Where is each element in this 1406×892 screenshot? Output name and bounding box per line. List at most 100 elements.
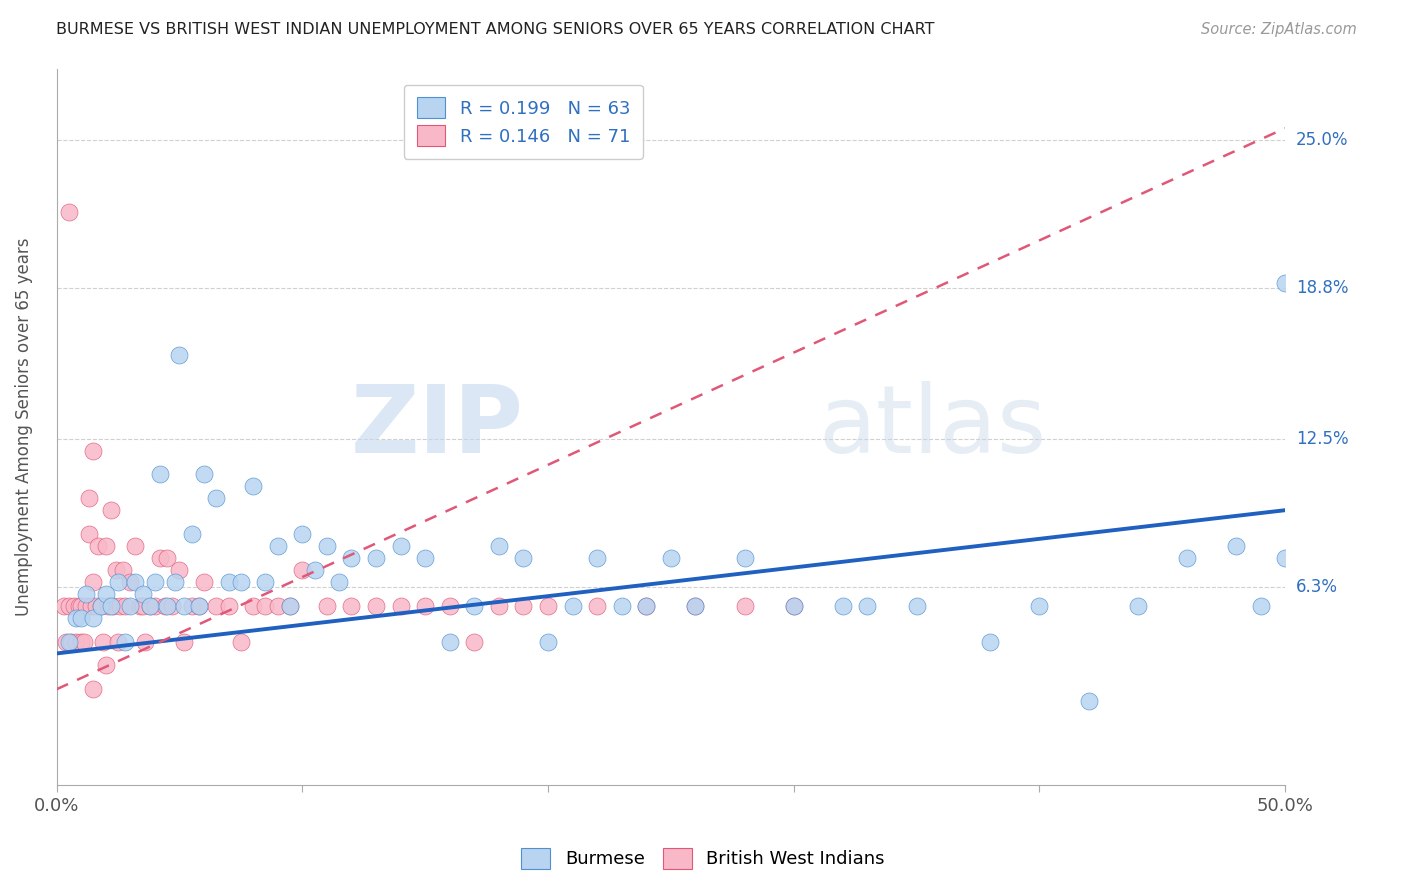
Point [180,599,202,613]
Point [160,599,183,613]
Point [75,587,97,601]
Point [1126,599,1149,613]
Legend: R = 0.199   N = 63, R = 0.146   N = 71: R = 0.199 N = 63, R = 0.146 N = 71 [404,85,643,159]
Point [413,599,436,613]
Point [242,599,264,613]
Point [783,599,806,613]
Point [94,587,117,601]
Point [82,682,104,697]
Point [180,527,202,541]
Point [70,634,93,648]
Point [488,539,510,553]
Point [114,599,136,613]
Point [685,599,707,613]
Point [463,634,485,648]
Point [67,599,90,613]
Point [82,574,104,589]
Point [90,599,112,613]
Point [254,599,277,613]
Point [218,574,240,589]
Point [120,574,142,589]
Point [90,599,112,613]
Point [783,599,806,613]
Point [156,599,179,613]
Point [75,599,97,613]
Point [60,634,83,648]
Point [149,467,172,482]
Point [153,599,176,613]
Point [315,539,337,553]
Point [72,634,94,648]
Point [193,574,215,589]
Point [58,204,80,219]
Point [169,563,191,577]
Point [1077,694,1099,708]
Point [1225,539,1247,553]
Point [58,599,80,613]
Point [905,599,928,613]
Point [734,551,756,566]
Point [77,527,100,541]
Point [129,599,152,613]
Point [315,599,337,613]
Point [267,539,290,553]
Point [685,599,707,613]
Text: ZIP: ZIP [350,381,523,473]
Text: 6.3%: 6.3% [1296,578,1339,596]
Point [55,634,77,648]
Point [124,574,146,589]
Point [340,551,363,566]
Point [156,551,179,566]
Point [100,503,122,517]
Point [188,599,211,613]
Point [107,634,129,648]
Point [304,563,326,577]
Text: Source: ZipAtlas.com: Source: ZipAtlas.com [1201,22,1357,37]
Point [439,599,461,613]
Point [173,599,195,613]
Point [193,467,215,482]
Point [218,599,240,613]
Text: BURMESE VS BRITISH WEST INDIAN UNEMPLOYMENT AMONG SENIORS OVER 65 YEARS CORRELAT: BURMESE VS BRITISH WEST INDIAN UNEMPLOYM… [56,22,935,37]
Point [77,491,100,506]
Point [979,634,1001,648]
Point [70,610,93,624]
Point [1250,599,1272,613]
Point [328,574,350,589]
Point [101,599,124,613]
Point [831,599,853,613]
Point [80,599,103,613]
Point [65,610,87,624]
Point [107,574,129,589]
Point [110,599,132,613]
Point [291,563,314,577]
Point [586,551,609,566]
Point [463,599,485,613]
Point [856,599,879,613]
Point [586,599,609,613]
Point [267,599,290,613]
Point [659,551,682,566]
Point [139,599,162,613]
Point [278,599,301,613]
Point [254,574,277,589]
Point [291,527,314,541]
Point [114,634,136,648]
Point [1274,551,1296,566]
Point [242,479,264,493]
Point [561,599,583,613]
Point [65,634,87,648]
Point [537,634,560,648]
Point [62,599,84,613]
Point [131,587,153,601]
Point [364,599,387,613]
Point [1175,551,1198,566]
Point [229,574,252,589]
Y-axis label: Unemployment Among Seniors over 65 years: Unemployment Among Seniors over 65 years [15,237,32,615]
Point [636,599,658,613]
Point [734,599,756,613]
Point [636,599,658,613]
Point [413,551,436,566]
Point [131,599,153,613]
Point [512,551,534,566]
